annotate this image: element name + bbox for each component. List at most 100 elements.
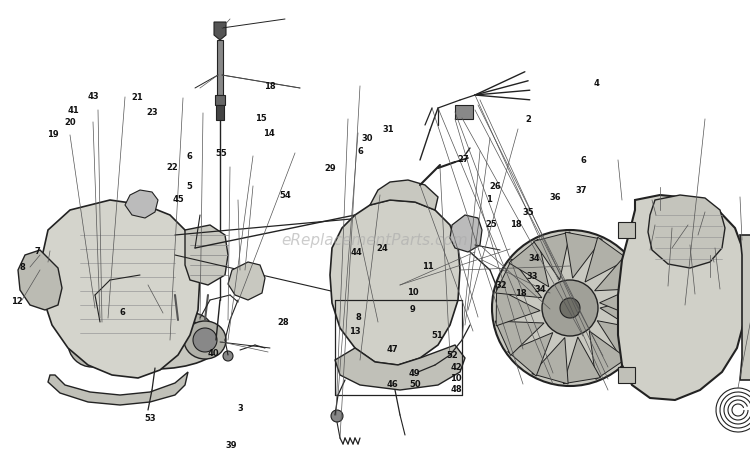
Polygon shape — [508, 332, 553, 376]
Circle shape — [560, 298, 580, 318]
Circle shape — [188, 331, 196, 339]
Polygon shape — [495, 321, 544, 355]
Polygon shape — [618, 367, 635, 383]
Text: 6: 6 — [580, 156, 586, 165]
Text: 55: 55 — [215, 149, 227, 158]
Text: 12: 12 — [10, 297, 22, 306]
Ellipse shape — [184, 321, 226, 359]
Polygon shape — [216, 105, 224, 120]
Text: 49: 49 — [409, 369, 421, 378]
Text: 33: 33 — [526, 272, 538, 281]
Polygon shape — [125, 190, 158, 218]
Polygon shape — [335, 345, 465, 390]
Text: 30: 30 — [362, 134, 374, 143]
Polygon shape — [563, 337, 601, 384]
Polygon shape — [496, 259, 542, 298]
Text: 32: 32 — [495, 281, 507, 291]
Text: 42: 42 — [450, 363, 462, 372]
Circle shape — [170, 313, 214, 357]
Text: eReplacementParts.com: eReplacementParts.com — [282, 232, 468, 247]
Text: 7: 7 — [34, 246, 40, 256]
Polygon shape — [18, 250, 62, 310]
Polygon shape — [509, 239, 549, 287]
Polygon shape — [618, 195, 748, 400]
Text: 22: 22 — [166, 163, 178, 172]
Text: 1: 1 — [486, 195, 492, 205]
Polygon shape — [40, 200, 200, 378]
Text: 13: 13 — [349, 326, 361, 336]
Polygon shape — [618, 222, 635, 238]
Text: 9: 9 — [410, 305, 416, 314]
Text: 43: 43 — [88, 92, 100, 101]
Polygon shape — [600, 297, 645, 334]
Polygon shape — [595, 256, 644, 291]
Circle shape — [84, 335, 100, 351]
Text: 31: 31 — [382, 125, 394, 134]
Circle shape — [180, 323, 204, 347]
Text: 29: 29 — [324, 164, 336, 173]
Text: 36: 36 — [549, 193, 561, 202]
Circle shape — [647, 267, 723, 343]
Text: 39: 39 — [225, 441, 237, 450]
Text: 53: 53 — [144, 414, 156, 423]
Ellipse shape — [90, 317, 220, 369]
Polygon shape — [648, 195, 725, 268]
Text: 52: 52 — [446, 351, 458, 360]
Text: 54: 54 — [279, 191, 291, 200]
Text: 8: 8 — [356, 313, 362, 322]
Text: 5: 5 — [187, 181, 193, 191]
Text: 14: 14 — [262, 129, 274, 138]
Polygon shape — [48, 372, 188, 405]
Text: 3: 3 — [237, 404, 243, 413]
Text: 8: 8 — [20, 263, 26, 272]
Text: 23: 23 — [146, 108, 158, 118]
Text: 28: 28 — [278, 318, 290, 327]
Circle shape — [396, 281, 404, 289]
Text: 19: 19 — [46, 130, 58, 140]
Polygon shape — [496, 288, 540, 326]
Text: 40: 40 — [208, 349, 220, 358]
Text: 18: 18 — [515, 289, 527, 299]
Text: 27: 27 — [458, 155, 470, 164]
Circle shape — [445, 351, 455, 361]
Text: 6: 6 — [357, 146, 363, 156]
Polygon shape — [599, 284, 645, 321]
Text: 45: 45 — [172, 195, 184, 205]
Circle shape — [492, 230, 648, 386]
Text: 50: 50 — [409, 380, 421, 389]
Circle shape — [211, 337, 221, 347]
Polygon shape — [450, 215, 482, 252]
Text: 26: 26 — [489, 182, 501, 192]
Polygon shape — [534, 232, 570, 280]
Polygon shape — [590, 331, 627, 379]
Text: 10: 10 — [406, 288, 418, 298]
Polygon shape — [597, 321, 643, 362]
Bar — [455, 105, 473, 119]
Polygon shape — [370, 180, 438, 210]
Polygon shape — [330, 200, 460, 365]
Text: 10: 10 — [450, 374, 462, 384]
Text: 21: 21 — [131, 93, 143, 102]
Ellipse shape — [68, 319, 116, 367]
Polygon shape — [217, 40, 223, 95]
Polygon shape — [215, 95, 225, 105]
Circle shape — [331, 410, 343, 422]
Circle shape — [542, 280, 598, 336]
Polygon shape — [214, 22, 226, 40]
Text: 6: 6 — [187, 152, 193, 161]
Circle shape — [355, 240, 445, 330]
Circle shape — [223, 351, 233, 361]
Circle shape — [74, 325, 110, 361]
Text: 34: 34 — [529, 253, 541, 263]
Text: 35: 35 — [523, 208, 535, 217]
Polygon shape — [740, 235, 750, 380]
Polygon shape — [585, 237, 628, 282]
Text: 18: 18 — [264, 81, 276, 91]
Text: 44: 44 — [350, 247, 362, 257]
Polygon shape — [185, 225, 228, 285]
Text: 48: 48 — [450, 385, 462, 394]
Text: 51: 51 — [431, 331, 443, 340]
Text: 25: 25 — [485, 220, 497, 229]
Text: 41: 41 — [68, 106, 80, 115]
Polygon shape — [566, 232, 602, 278]
